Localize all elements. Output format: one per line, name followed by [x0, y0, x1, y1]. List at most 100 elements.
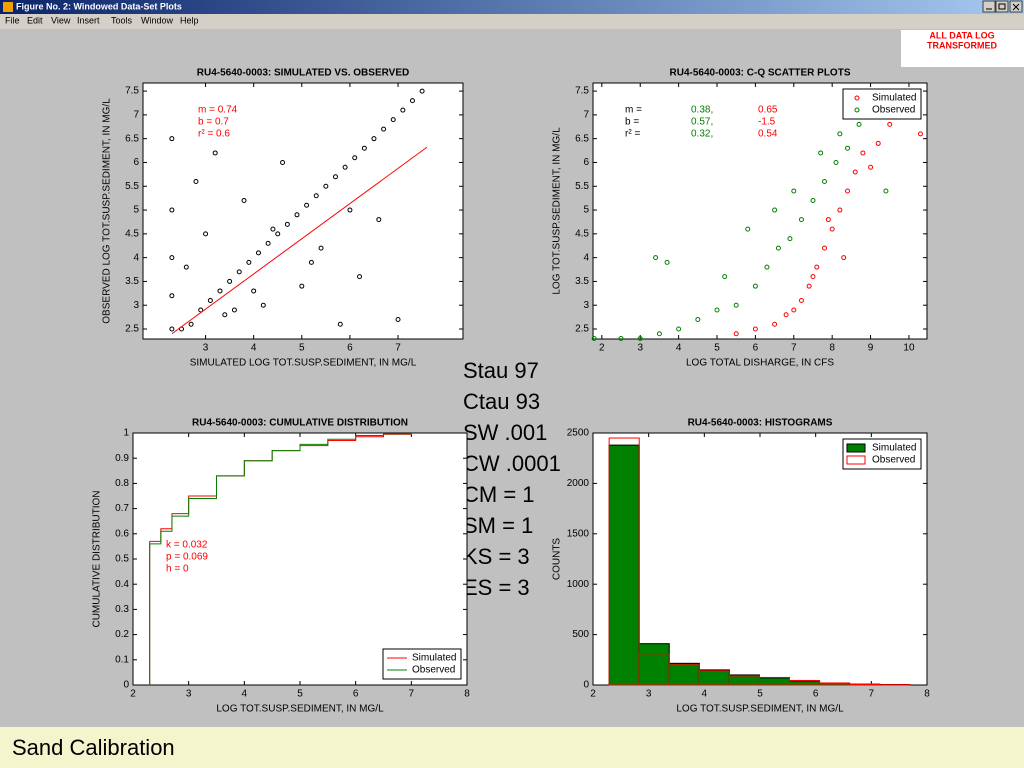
legend-symbol	[854, 107, 860, 113]
plot-area	[592, 82, 928, 340]
scatter-point	[745, 226, 751, 232]
scatter-point	[772, 321, 778, 327]
scatter-point	[409, 98, 415, 104]
x-tick-label: 3	[186, 689, 192, 700]
scatter-point	[810, 274, 816, 280]
y-tick-label: 3.5	[575, 276, 589, 287]
scatter-point	[207, 297, 213, 303]
stats-cell: -1.5	[758, 117, 776, 128]
scatter-point	[280, 159, 286, 165]
scatter-point	[798, 297, 804, 303]
y-tick-label: 0.1	[115, 654, 129, 665]
menu-item[interactable]: Edit	[27, 15, 43, 25]
scatter-point	[169, 207, 175, 213]
maximize-glyph	[998, 3, 1006, 10]
x-axis-label: SIMULATED LOG TOT.SUSP.SEDIMENT, IN MG/L	[190, 358, 417, 369]
y-tick-label: 0.2	[115, 629, 129, 640]
scatter-point	[371, 136, 377, 142]
scatter-point	[323, 183, 329, 189]
scatter-point	[860, 150, 866, 156]
y-tick-label: 5.5	[575, 181, 589, 192]
scatter-point	[260, 302, 266, 308]
scatter-point	[169, 326, 175, 332]
x-tick-label: 4	[676, 343, 682, 354]
plot-area	[142, 82, 464, 340]
stats-cell: 0.65	[758, 105, 778, 116]
menu-item[interactable]: View	[51, 15, 71, 25]
scatter-point	[169, 255, 175, 261]
x-tick-label: 6	[813, 689, 819, 700]
y-axis-label: COUNTS	[552, 538, 563, 581]
y-tick-label: 0.5	[115, 554, 129, 565]
x-tick-label: 2	[130, 689, 136, 700]
x-tick-label: 3	[203, 343, 209, 354]
scatter-point	[251, 288, 257, 294]
fit-line	[171, 146, 428, 335]
y-tick-label: 6.5	[575, 133, 589, 144]
annotation-text: ALL DATA LOG	[929, 30, 994, 40]
chart: RU4-5640-0003: SIMULATED VS. OBSERVED SIM…	[102, 68, 464, 369]
y-tick-label: 2.5	[125, 324, 139, 335]
scatter-point	[810, 198, 816, 204]
x-tick-label: 5	[714, 343, 720, 354]
stats-cell: 0.57,	[691, 117, 713, 128]
scatter-point	[203, 231, 209, 237]
stats-cell: 0.32,	[691, 129, 713, 140]
y-tick-label: 0.9	[115, 453, 129, 464]
scatter-point	[352, 155, 358, 161]
scatter-point	[821, 245, 827, 251]
annotation-text: TRANSFORMED	[927, 40, 997, 50]
parameter-text: Ctau 93	[463, 389, 540, 414]
y-tick-label: 3.5	[125, 276, 139, 287]
menu-item[interactable]: Tools	[111, 15, 133, 25]
scatter-point	[313, 193, 319, 199]
parameter-text: CM = 1	[463, 482, 535, 507]
x-tick-label: 9	[868, 343, 874, 354]
scatter-point	[653, 255, 659, 261]
y-tick-label: 7.5	[575, 86, 589, 97]
x-tick-label: 7	[869, 689, 875, 700]
scatter-point	[193, 178, 199, 184]
scatter-point	[852, 169, 858, 175]
scatter-point	[837, 131, 843, 137]
scatter-point	[883, 188, 889, 194]
maximize-button[interactable]	[995, 0, 1009, 13]
y-tick-label: 1	[123, 428, 129, 439]
legend-box	[842, 88, 922, 120]
parameter-text: ES = 3	[463, 575, 530, 600]
menu-item[interactable]: File	[5, 15, 20, 25]
scatter-point	[764, 264, 770, 270]
scatter-point	[222, 312, 228, 318]
parameter-text: SM = 1	[463, 513, 533, 538]
scatter-point	[806, 283, 812, 289]
y-tick-label: 7.5	[125, 86, 139, 97]
y-tick-label: 0	[123, 680, 129, 691]
y-tick-label: 7	[133, 110, 139, 121]
x-tick-label: 4	[702, 689, 708, 700]
y-tick-label: 1500	[567, 528, 590, 539]
histogram-bar	[668, 662, 700, 686]
y-axis-label: OBSERVED LOG TOT.SUSP.SEDIMENT, IN MG/L	[102, 98, 113, 324]
scatter-point	[814, 264, 820, 270]
scatter-point	[337, 321, 343, 327]
scatter-point	[833, 159, 839, 165]
minimize-button[interactable]	[982, 0, 996, 13]
menu-item[interactable]: Help	[180, 15, 199, 25]
scatter-point	[332, 174, 338, 180]
chart-title: RU4-5640-0003: CUMULATIVE DISTRIBUTION	[192, 418, 408, 429]
scatter-point	[783, 312, 789, 318]
scatter-point	[917, 131, 923, 137]
stats-cell: b =	[625, 117, 639, 128]
scatter-point	[304, 202, 310, 208]
stats-cell: m =	[625, 105, 642, 116]
x-tick-label: 5	[757, 689, 763, 700]
legend-label: Observed	[412, 665, 455, 676]
legend-label: Simulated	[412, 653, 456, 664]
annotation: h = 0	[166, 564, 189, 575]
scatter-point	[676, 326, 682, 332]
menu-item[interactable]: Window	[141, 15, 174, 25]
y-tick-label: 7	[583, 110, 589, 121]
menu-item[interactable]: Insert	[77, 15, 100, 25]
y-tick-label: 0.8	[115, 478, 129, 489]
parameter-text: CW .0001	[463, 451, 561, 476]
